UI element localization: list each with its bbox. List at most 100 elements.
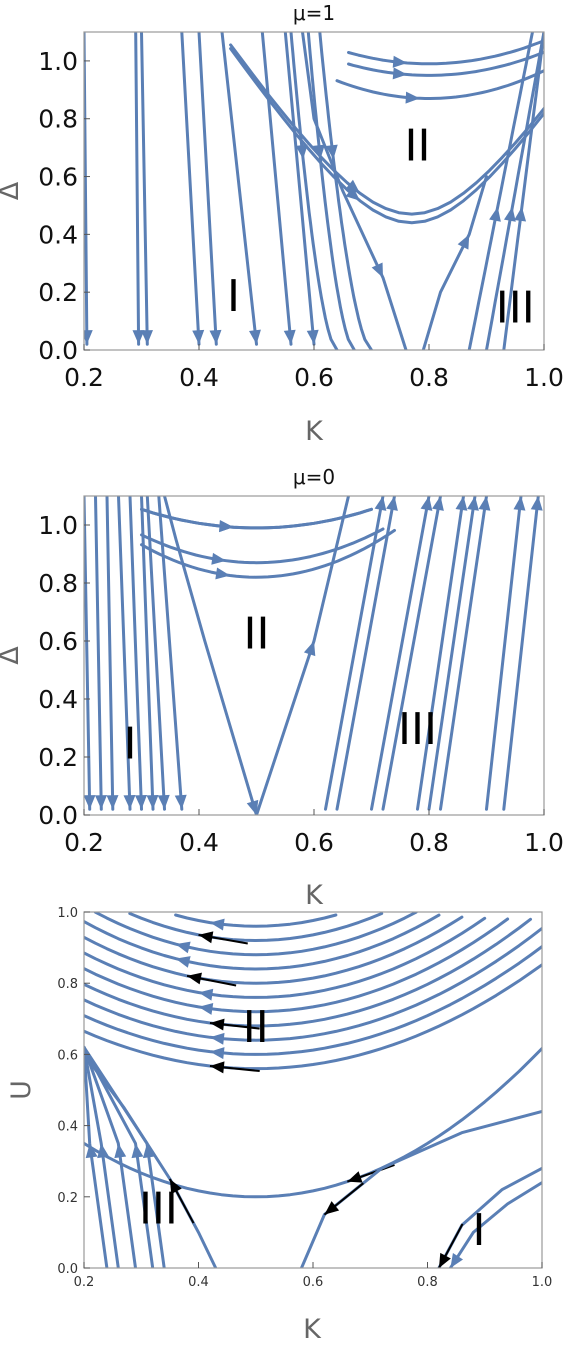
x-tick-label: 0.8 <box>409 828 449 857</box>
streamline <box>318 32 373 350</box>
streamline <box>84 1045 137 1268</box>
y-tick-label: 0.2 <box>38 278 78 307</box>
flow-arrowhead <box>246 799 259 815</box>
flow-arrowhead <box>175 956 191 968</box>
streamline <box>197 32 218 346</box>
flow-arrowhead <box>283 329 296 345</box>
x-axis-label: K <box>305 416 324 447</box>
streamline <box>140 496 155 811</box>
flow-arrowhead <box>84 330 93 345</box>
streamline <box>84 916 487 999</box>
streamline <box>140 528 396 579</box>
flow-arrowhead <box>295 144 308 160</box>
streamline <box>485 32 544 350</box>
streamline <box>128 496 143 811</box>
flow-arrowhead <box>489 206 501 222</box>
streamline <box>84 915 464 985</box>
region-label: II <box>243 1002 269 1053</box>
y-tick-label: 0.2 <box>38 743 78 772</box>
streamline <box>84 1045 109 1268</box>
flow-arrowhead <box>169 1179 182 1195</box>
y-tick-label: 1.0 <box>38 511 78 540</box>
streamline <box>84 945 542 1056</box>
region-label: II <box>244 608 270 659</box>
flow-arrowhead <box>345 179 360 194</box>
y-tick-label: 0.0 <box>57 1262 78 1277</box>
x-tick-label: 0.2 <box>74 1275 95 1290</box>
streamline <box>84 963 542 1071</box>
flow-arrowhead <box>514 206 527 222</box>
flow-arrowhead <box>142 1143 155 1159</box>
flow-arrowhead <box>530 496 543 511</box>
streamline <box>416 496 465 811</box>
flow-arrowhead <box>198 1003 214 1015</box>
streamline <box>335 69 544 100</box>
flow-arrowhead <box>175 941 191 954</box>
flow-arrowhead <box>405 91 420 104</box>
region-label: II <box>405 121 431 172</box>
streamline <box>180 32 201 346</box>
flow-arrowhead <box>209 918 225 931</box>
streamline <box>289 32 339 350</box>
panel-title: μ=1 <box>293 1 335 25</box>
y-tick-label: 0.4 <box>38 685 78 714</box>
y-tick-label: 0.8 <box>57 977 78 992</box>
flow-arrowhead <box>467 496 479 511</box>
flow-arrowhead <box>386 496 398 511</box>
flow-arrowhead <box>123 794 136 810</box>
flow-arrowhead <box>374 496 387 511</box>
flow-arrowhead <box>438 1252 451 1268</box>
streamlines <box>84 496 543 815</box>
x-tick-label: 0.8 <box>409 363 449 392</box>
flow-arrowhead <box>106 795 119 810</box>
streamline <box>370 496 431 811</box>
streamline <box>347 50 544 77</box>
streamline <box>140 527 385 565</box>
flow-arrowhead <box>306 329 319 345</box>
streamline <box>439 496 488 811</box>
y-tick-label: 1.0 <box>57 906 78 921</box>
streamline <box>140 507 373 530</box>
streamline <box>84 1047 542 1199</box>
streamline <box>427 496 477 811</box>
flow-arrowhead <box>198 988 214 1001</box>
streamline <box>84 917 532 1028</box>
streamline <box>467 32 534 350</box>
flow-arrowhead <box>248 329 261 345</box>
flow-arrowhead <box>146 794 159 810</box>
x-tick-label: 0.4 <box>188 1275 209 1290</box>
region-label: I <box>227 271 240 322</box>
flow-arrowhead <box>209 1061 225 1074</box>
streamline <box>84 913 441 971</box>
streamline <box>134 32 141 346</box>
streamline <box>117 496 132 811</box>
flow-arrowhead <box>209 329 222 345</box>
panel-title: μ=0 <box>293 465 335 489</box>
flow-arrowhead <box>192 329 205 345</box>
flow-arrowhead <box>94 795 107 810</box>
flow-arrowhead <box>209 1032 225 1045</box>
flow-arrowhead <box>392 55 408 68</box>
x-tick-label: 1.0 <box>532 1275 553 1290</box>
y-axis-label: Δ <box>0 646 25 665</box>
y-tick-label: 0.6 <box>38 627 78 656</box>
flow-arrowhead <box>513 496 526 511</box>
x-tick-label: 0.4 <box>179 363 219 392</box>
streamline <box>128 912 384 942</box>
region-label: III <box>496 283 535 334</box>
x-axis-label: K <box>305 880 324 911</box>
region-label: III <box>398 704 437 755</box>
streamline <box>306 32 356 350</box>
x-tick-label: 0.6 <box>303 1275 324 1290</box>
streamline <box>381 496 442 811</box>
x-tick-label: 1.0 <box>524 363 564 392</box>
streamline <box>448 1181 542 1268</box>
streamline <box>347 39 544 66</box>
y-tick-label: 0.0 <box>38 336 78 365</box>
flow-arrowhead <box>97 1143 110 1159</box>
streamlines <box>84 912 542 1268</box>
streamline <box>300 1109 542 1268</box>
